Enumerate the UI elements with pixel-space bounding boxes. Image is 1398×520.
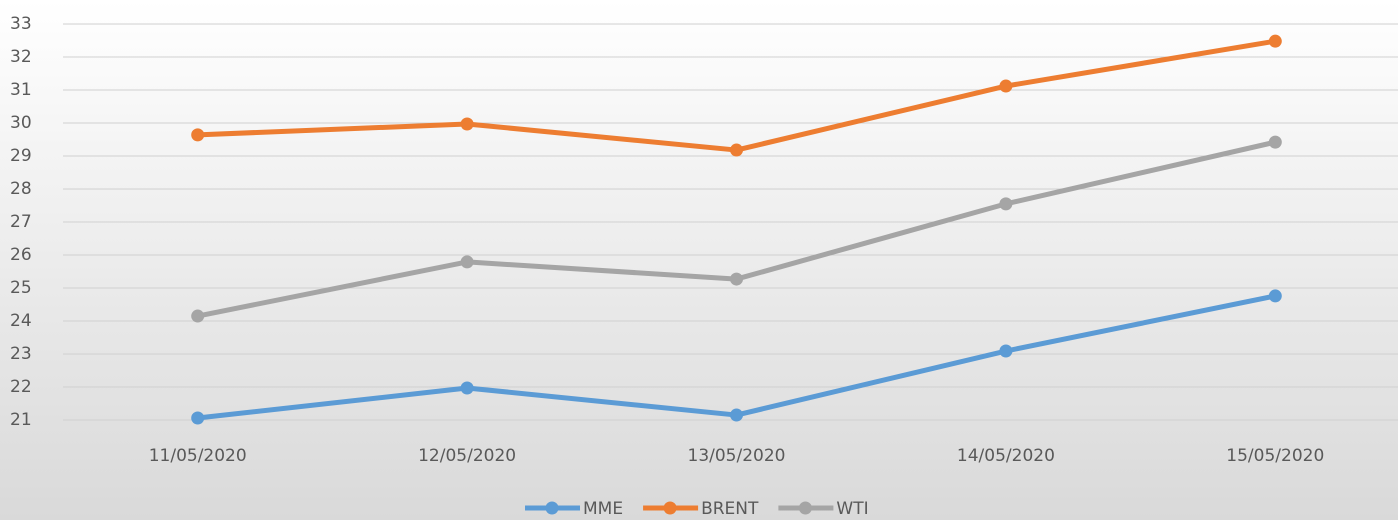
y-tick-label: 32 bbox=[10, 47, 32, 67]
y-tick-label: 25 bbox=[10, 278, 32, 298]
y-tick-label: 30 bbox=[10, 113, 32, 133]
y-tick-label: 27 bbox=[10, 212, 32, 232]
point bbox=[730, 272, 743, 286]
point bbox=[1268, 135, 1282, 149]
y-tick-label: 21 bbox=[10, 410, 32, 430]
point bbox=[191, 309, 205, 323]
point bbox=[460, 117, 474, 131]
point bbox=[999, 79, 1013, 93]
series-line bbox=[197, 293, 1276, 421]
y-tick-label: 28 bbox=[10, 179, 32, 199]
y-tick-label: 29 bbox=[10, 146, 32, 166]
y-tick-label: 24 bbox=[10, 311, 32, 331]
point bbox=[999, 344, 1013, 358]
point bbox=[460, 381, 474, 395]
point bbox=[1268, 289, 1282, 303]
point bbox=[191, 128, 205, 142]
y-tick-label: 22 bbox=[10, 377, 32, 397]
y-tick-label: 31 bbox=[10, 80, 32, 100]
point bbox=[1268, 34, 1282, 48]
point bbox=[730, 143, 743, 157]
x-tick-label: 14/05/2020 bbox=[957, 446, 1055, 466]
legend-marker bbox=[663, 501, 677, 515]
legend-label: MME bbox=[583, 499, 623, 519]
series-line bbox=[197, 139, 1276, 319]
point bbox=[460, 255, 474, 269]
legend-label: WTI bbox=[836, 499, 868, 519]
point bbox=[730, 408, 743, 422]
x-tick-label: 12/05/2020 bbox=[418, 446, 516, 466]
x-tick-label: 15/05/2020 bbox=[1226, 446, 1324, 466]
x-tick-label: 11/05/2020 bbox=[149, 446, 247, 466]
legend-marker bbox=[545, 501, 559, 515]
x-tick-label: 13/05/2020 bbox=[688, 446, 786, 466]
y-tick-label: 33 bbox=[10, 14, 32, 34]
y-tick-label: 26 bbox=[10, 245, 32, 265]
legend-marker bbox=[798, 501, 812, 515]
point bbox=[191, 411, 205, 425]
point bbox=[999, 197, 1013, 211]
y-tick-label: 23 bbox=[10, 344, 32, 364]
legend-label: BRENT bbox=[701, 499, 759, 519]
